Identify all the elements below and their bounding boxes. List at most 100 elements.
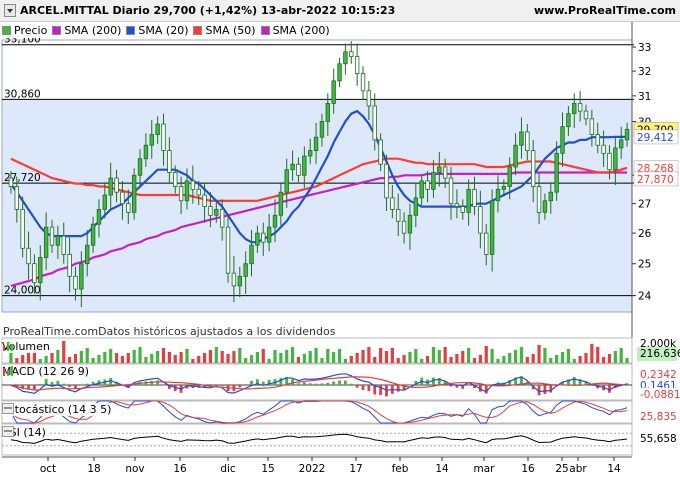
candle-body (190, 180, 196, 190)
macd-histogram-bar (267, 379, 271, 385)
volume-bar (56, 350, 60, 363)
candle-body (378, 139, 383, 165)
macd-histogram-bar (238, 385, 242, 388)
macd-histogram-bar (373, 385, 377, 395)
brand-link[interactable]: www.ProRealTime.com (533, 4, 676, 17)
volume-bar (214, 347, 218, 363)
legend-swatch (260, 26, 270, 35)
price-tag-box (633, 171, 679, 187)
macd-pane (1, 363, 633, 401)
legend-swatch (193, 26, 203, 35)
horizontal-line-label: 24,000 (4, 285, 41, 297)
legend-sma20[interactable]: SMA (20) (126, 24, 188, 37)
legend-label: SMA (200) (272, 24, 330, 37)
instrument-dropdown-icon[interactable] (4, 4, 16, 17)
volume-bar (21, 355, 25, 363)
sma200-line (10, 171, 628, 287)
candle-body (43, 226, 49, 258)
volume-bar (38, 359, 42, 363)
legend-price[interactable]: Precio (2, 24, 47, 37)
macd-histogram-bar (261, 381, 265, 385)
candle-body (319, 121, 325, 138)
candle-body (595, 134, 600, 146)
volume-bar (50, 353, 54, 363)
volume-bar (62, 341, 66, 363)
volume-bar (566, 349, 570, 363)
volume-bar (308, 351, 312, 363)
candle-body (255, 232, 260, 246)
volume-bar (543, 348, 547, 363)
candle-body (73, 275, 78, 290)
candle-body (613, 147, 618, 171)
macd-histogram-bar (44, 379, 48, 385)
macd-histogram-bar (74, 385, 77, 389)
volume-bar (490, 349, 494, 363)
candle-body (390, 197, 395, 210)
candle-body (495, 188, 501, 202)
candle-body (155, 123, 160, 135)
stoch-pane-label[interactable]: Estocástico (14 3 5) (2, 403, 115, 416)
volume-bar (496, 359, 500, 363)
volume-bar (332, 352, 336, 363)
volume-bar (156, 351, 160, 363)
volume-pane-label[interactable]: Volumen (2, 340, 53, 353)
candle-body (413, 197, 419, 216)
legend-label: Precio (14, 24, 48, 37)
candle-body (96, 209, 102, 225)
legend-label: SMA (200) (64, 24, 122, 37)
volume-bar (379, 348, 383, 363)
macd-histogram-bar (461, 385, 465, 389)
candle-body (266, 226, 272, 243)
rsi-pane (1, 423, 633, 456)
volume-bar (449, 357, 453, 363)
y-tick-label: 25 (638, 259, 651, 271)
candle-body (302, 155, 307, 176)
candle-body (478, 206, 483, 234)
macd-histogram-bar (21, 385, 25, 390)
macd-histogram-bar (91, 381, 95, 385)
candle-body (108, 177, 113, 196)
volume-bar (290, 347, 295, 363)
x-tick-label: 2022 (299, 463, 326, 475)
candle-body (290, 163, 295, 171)
macd-histogram-bar (173, 385, 177, 392)
volume-bar (161, 348, 166, 363)
sma20-line (9, 109, 628, 244)
volume-bar (355, 353, 359, 363)
volume-bar (132, 350, 136, 363)
macd-histogram-bar (56, 380, 60, 385)
y-tick-label: 31 (638, 91, 651, 103)
volume-bar (560, 352, 565, 363)
x-tick-label: 14 (607, 463, 621, 475)
volume-bar (443, 347, 447, 363)
oscillator-icon (2, 426, 14, 437)
volume-bar (467, 348, 471, 363)
volume-bar (625, 358, 629, 363)
macd-histogram-bar (326, 382, 330, 385)
legend-swatch (126, 26, 136, 35)
rsi-pane-label[interactable]: RSI (14) (2, 426, 49, 439)
volume-bar (73, 354, 78, 363)
volume-bar (138, 347, 142, 363)
sma50-line (10, 157, 628, 202)
candle-body (583, 110, 589, 120)
macd-pane-label[interactable]: MACD (12 26 9) (2, 365, 93, 378)
candle-body (114, 177, 119, 193)
macd-histogram-bar (302, 382, 306, 385)
x-tick-label: nov (125, 463, 144, 475)
legend-sma200-b[interactable]: SMA (200) (260, 24, 330, 37)
macd-histogram-bar (220, 385, 224, 386)
candle-body (354, 56, 360, 74)
candle-body (566, 113, 571, 128)
candle-body (85, 244, 90, 265)
macd-histogram-bar (38, 384, 42, 385)
legend-sma50[interactable]: SMA (50) (193, 24, 256, 37)
candle-body (448, 177, 454, 205)
candle-body (202, 194, 207, 207)
candle-body (507, 166, 512, 187)
candle-body (366, 90, 372, 107)
macd-histogram-bar (15, 385, 19, 387)
macd-histogram-bar (244, 384, 248, 385)
legend-sma200-a[interactable]: SMA (200) (52, 24, 121, 37)
